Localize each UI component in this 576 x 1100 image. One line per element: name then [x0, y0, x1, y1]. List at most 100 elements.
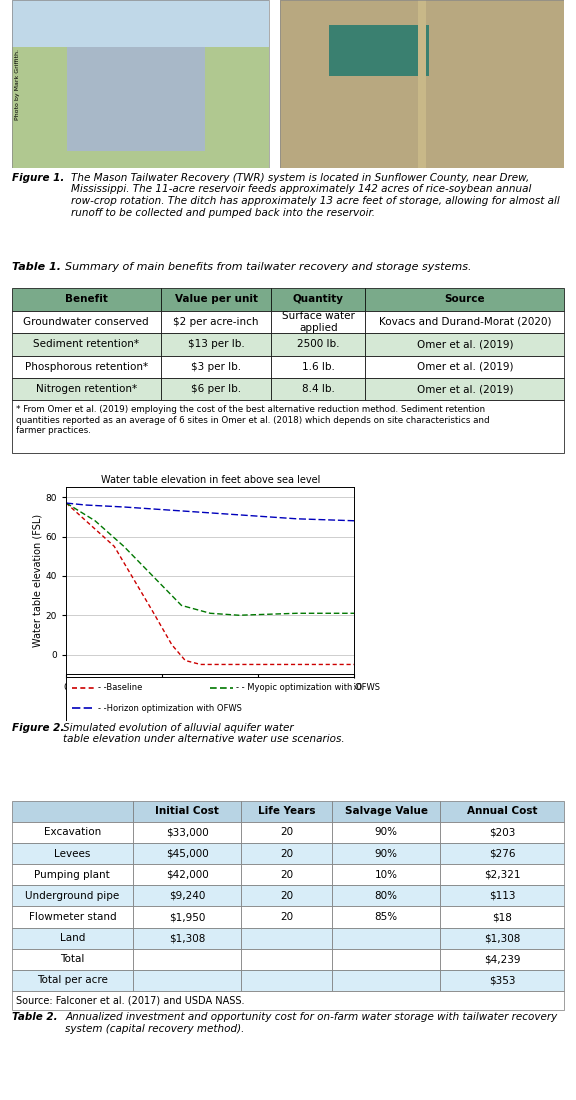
- Text: Initial Cost: Initial Cost: [155, 806, 219, 816]
- Text: $1,308: $1,308: [484, 933, 521, 943]
- Text: Total: Total: [60, 955, 85, 965]
- Text: Life Years: Life Years: [258, 806, 316, 816]
- FancyBboxPatch shape: [280, 0, 564, 168]
- Text: $1,308: $1,308: [169, 933, 205, 943]
- FancyBboxPatch shape: [12, 886, 133, 906]
- FancyBboxPatch shape: [440, 948, 564, 970]
- Text: - -Baseline: - -Baseline: [98, 683, 142, 692]
- Text: Omer et al. (2019): Omer et al. (2019): [416, 384, 513, 394]
- FancyBboxPatch shape: [241, 843, 332, 865]
- Text: 20: 20: [280, 891, 293, 901]
- Text: Groundwater conserved: Groundwater conserved: [24, 317, 149, 327]
- FancyBboxPatch shape: [12, 378, 161, 400]
- FancyBboxPatch shape: [440, 865, 564, 886]
- FancyBboxPatch shape: [418, 0, 426, 168]
- FancyBboxPatch shape: [133, 906, 241, 927]
- FancyBboxPatch shape: [12, 288, 161, 310]
- FancyBboxPatch shape: [12, 906, 133, 927]
- Text: Levees: Levees: [54, 848, 90, 859]
- FancyBboxPatch shape: [440, 822, 564, 843]
- Text: Underground pipe: Underground pipe: [25, 891, 119, 901]
- Text: Salvage Value: Salvage Value: [344, 806, 427, 816]
- FancyBboxPatch shape: [12, 333, 161, 355]
- Text: $45,000: $45,000: [166, 848, 209, 859]
- Text: 80%: 80%: [374, 891, 397, 901]
- FancyBboxPatch shape: [161, 310, 271, 333]
- Text: * From Omer et al. (2019) employing the cost of the best alternative reduction m: * From Omer et al. (2019) employing the …: [16, 406, 490, 436]
- FancyBboxPatch shape: [12, 822, 133, 843]
- Text: Photo by Mark Griffith.: Photo by Mark Griffith.: [15, 48, 20, 120]
- Text: 8.4 lb.: 8.4 lb.: [302, 384, 335, 394]
- FancyBboxPatch shape: [365, 288, 564, 310]
- FancyBboxPatch shape: [241, 865, 332, 886]
- FancyBboxPatch shape: [66, 676, 354, 720]
- Text: 20: 20: [280, 827, 293, 837]
- Text: Summary of main benefits from tailwater recovery and storage systems.: Summary of main benefits from tailwater …: [65, 262, 472, 272]
- Text: Omer et al. (2019): Omer et al. (2019): [416, 339, 513, 350]
- Text: $113: $113: [489, 891, 516, 901]
- FancyBboxPatch shape: [332, 948, 440, 970]
- Text: Table 1.: Table 1.: [12, 262, 60, 272]
- FancyBboxPatch shape: [365, 333, 564, 355]
- FancyBboxPatch shape: [12, 0, 268, 168]
- Text: Omer et al. (2019): Omer et al. (2019): [416, 362, 513, 372]
- FancyBboxPatch shape: [271, 378, 365, 400]
- FancyBboxPatch shape: [440, 906, 564, 927]
- Title: Water table elevation in feet above sea level: Water table elevation in feet above sea …: [101, 475, 320, 485]
- FancyBboxPatch shape: [440, 801, 564, 822]
- FancyBboxPatch shape: [12, 948, 133, 970]
- FancyBboxPatch shape: [133, 801, 241, 822]
- Text: $6 per lb.: $6 per lb.: [191, 384, 241, 394]
- Text: Surface water
applied: Surface water applied: [282, 311, 355, 332]
- FancyBboxPatch shape: [161, 288, 271, 310]
- FancyBboxPatch shape: [241, 970, 332, 991]
- FancyBboxPatch shape: [161, 378, 271, 400]
- FancyBboxPatch shape: [12, 843, 133, 865]
- Text: $9,240: $9,240: [169, 891, 205, 901]
- FancyBboxPatch shape: [12, 310, 161, 333]
- Text: 85%: 85%: [374, 912, 397, 922]
- Text: $1,950: $1,950: [169, 912, 205, 922]
- Text: - - Myopic optimization with OFWS: - - Myopic optimization with OFWS: [236, 683, 380, 692]
- FancyBboxPatch shape: [271, 333, 365, 355]
- Text: 20: 20: [280, 848, 293, 859]
- FancyBboxPatch shape: [241, 906, 332, 927]
- Text: Sediment retention*: Sediment retention*: [33, 339, 139, 350]
- Text: Kovacs and Durand-Morat (2020): Kovacs and Durand-Morat (2020): [378, 317, 551, 327]
- FancyBboxPatch shape: [133, 970, 241, 991]
- FancyBboxPatch shape: [133, 843, 241, 865]
- Text: 1.6 lb.: 1.6 lb.: [302, 362, 335, 372]
- FancyBboxPatch shape: [12, 991, 564, 1010]
- FancyBboxPatch shape: [67, 42, 205, 152]
- Text: - -Horizon optimization with OFWS: - -Horizon optimization with OFWS: [98, 704, 242, 713]
- FancyBboxPatch shape: [332, 801, 440, 822]
- FancyBboxPatch shape: [440, 886, 564, 906]
- Text: 20: 20: [280, 912, 293, 922]
- Text: Simulated evolution of alluvial aquifer water
table elevation under alternative : Simulated evolution of alluvial aquifer …: [63, 723, 344, 745]
- FancyBboxPatch shape: [332, 843, 440, 865]
- Text: 20: 20: [280, 870, 293, 880]
- Text: Excavation: Excavation: [44, 827, 101, 837]
- FancyBboxPatch shape: [241, 822, 332, 843]
- FancyBboxPatch shape: [133, 948, 241, 970]
- Text: $13 per lb.: $13 per lb.: [188, 339, 244, 350]
- Text: Figure 2.: Figure 2.: [12, 723, 64, 733]
- FancyBboxPatch shape: [329, 25, 429, 76]
- Text: Benefit: Benefit: [65, 295, 108, 305]
- Text: $2,321: $2,321: [484, 870, 521, 880]
- FancyBboxPatch shape: [271, 310, 365, 333]
- FancyBboxPatch shape: [12, 927, 133, 948]
- Text: $18: $18: [492, 912, 512, 922]
- Text: Source: Falconer et al. (2017) and USDA NASS.: Source: Falconer et al. (2017) and USDA …: [16, 996, 244, 1005]
- FancyBboxPatch shape: [12, 865, 133, 886]
- Text: Quantity: Quantity: [293, 295, 344, 305]
- FancyBboxPatch shape: [332, 927, 440, 948]
- Text: $2 per acre-inch: $2 per acre-inch: [173, 317, 259, 327]
- Text: Value per unit: Value per unit: [175, 295, 257, 305]
- FancyBboxPatch shape: [271, 355, 365, 378]
- FancyBboxPatch shape: [12, 801, 133, 822]
- FancyBboxPatch shape: [161, 355, 271, 378]
- Text: $3 per lb.: $3 per lb.: [191, 362, 241, 372]
- FancyBboxPatch shape: [241, 948, 332, 970]
- FancyBboxPatch shape: [161, 333, 271, 355]
